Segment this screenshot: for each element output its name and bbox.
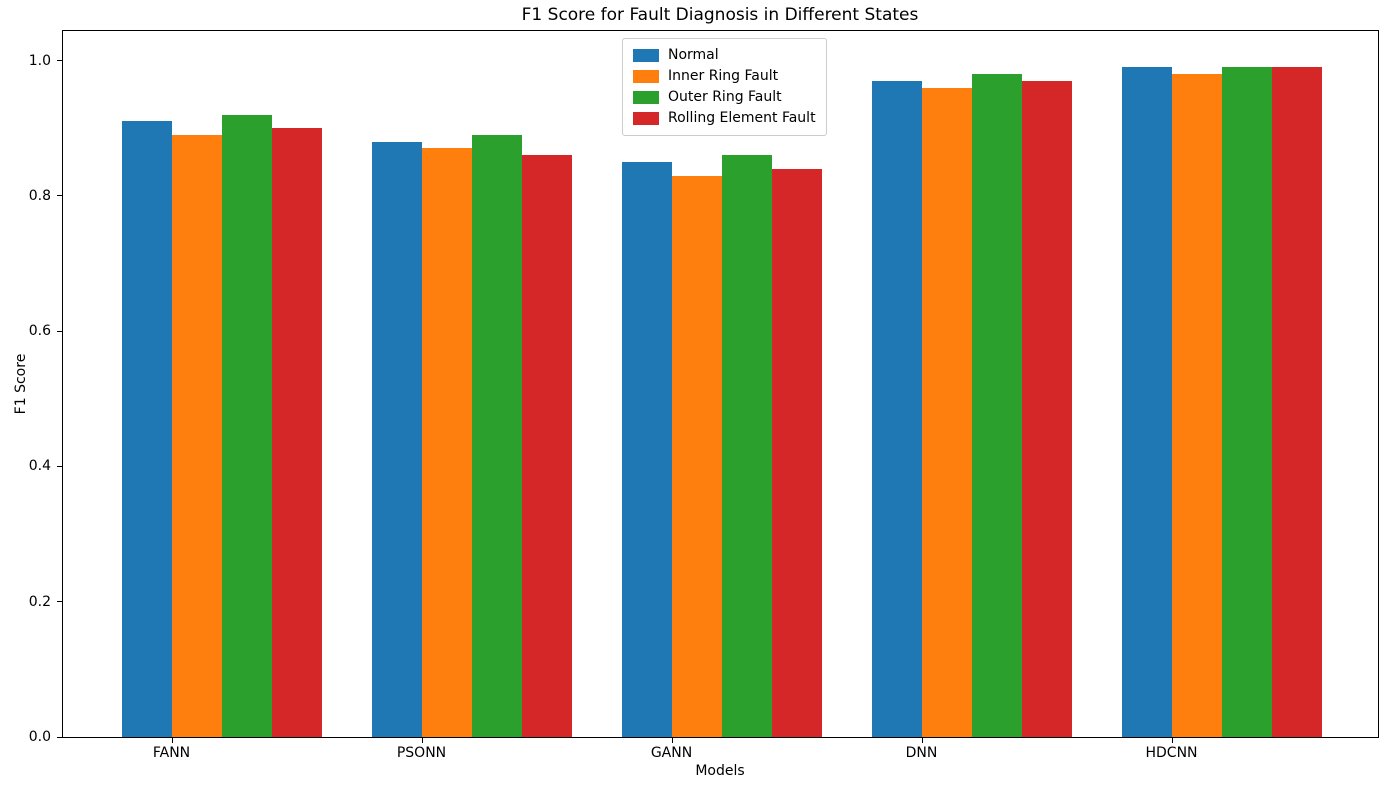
y-tick-label: 0.8 (28, 187, 51, 204)
y-tick-mark (57, 601, 62, 603)
bar-psonn-inner-ring-fault (421, 148, 472, 737)
legend-label: Rolling Element Fault (668, 110, 816, 126)
bar-dnn-normal (871, 80, 922, 737)
y-tick-mark (57, 330, 62, 332)
x-tick-label-gann: GANN (650, 745, 693, 761)
legend: Normal Inner Ring Fault Outer Ring Fault Ro… (622, 38, 827, 136)
bar-gann-inner-ring-fault (671, 175, 722, 737)
legend-item-outer-ring-fault: Outer Ring Fault (633, 87, 816, 108)
y-tick-label: 1.0 (28, 52, 51, 69)
bar-fann-inner-ring-fault (171, 134, 222, 737)
bar-fann-normal (121, 121, 172, 737)
x-tick-label-psonn: PSONN (396, 745, 447, 761)
legend-label: Normal (668, 47, 719, 63)
y-tick-mark (57, 465, 62, 467)
bar-gann-normal (621, 161, 672, 737)
plot-area: 0.0 0.2 0.4 0.6 0.8 1.0 FANN PSONN GANN DNN HDCNN (29, 30, 1379, 761)
legend-item-inner-ring-fault: Inner Ring Fault (633, 66, 816, 87)
y-axis-label: F1 Score (13, 353, 29, 415)
bar-dnn-inner-ring-fault (921, 87, 972, 737)
bar-gann-outer-ring-fault (721, 155, 772, 737)
y-tick-mark (57, 60, 62, 61)
x-tick-mark (921, 738, 923, 743)
x-axis-label: Models (695, 763, 745, 779)
bar-fann-rolling-element-fault (271, 128, 322, 737)
x-tick-mark (421, 738, 423, 743)
legend-swatch (633, 49, 659, 62)
bar-hdcnn-rolling-element-fault (1271, 67, 1322, 737)
x-tick-label-dnn: DNN (905, 745, 938, 761)
y-tick-label: 0.2 (28, 593, 51, 610)
bar-psonn-normal (371, 141, 422, 737)
legend-label: Outer Ring Fault (668, 89, 782, 105)
x-tick-label-fann: FANN (152, 745, 191, 761)
legend-item-normal: Normal (633, 45, 816, 66)
legend-swatch (633, 70, 659, 83)
bar-dnn-outer-ring-fault (971, 74, 1022, 737)
bar-psonn-rolling-element-fault (521, 155, 572, 737)
y-tick-label: 0.6 (28, 323, 51, 340)
bar-fann-outer-ring-fault (221, 114, 272, 737)
bar-hdcnn-inner-ring-fault (1171, 74, 1222, 737)
bar-hdcnn-normal (1121, 67, 1172, 737)
legend-swatch (633, 91, 659, 104)
y-tick-mark (57, 736, 62, 738)
legend-label: Inner Ring Fault (668, 68, 779, 84)
x-tick-mark (671, 738, 673, 743)
y-tick-mark (57, 195, 62, 197)
bar-dnn-rolling-element-fault (1021, 80, 1072, 737)
bar-psonn-outer-ring-fault (471, 134, 522, 737)
y-tick-label: 0.0 (28, 729, 51, 745)
y-tick-label: 0.4 (28, 458, 51, 475)
legend-swatch (633, 112, 659, 125)
legend-item-rolling-element-fault: Rolling Element Fault (633, 108, 816, 129)
x-tick-mark (1171, 738, 1173, 743)
bar-gann-rolling-element-fault (771, 168, 822, 737)
x-tick-label-hdcnn: HDCNN (1145, 745, 1198, 761)
x-tick-mark (171, 738, 173, 743)
chart-title: F1 Score for Fault Diagnosis in Differen… (521, 5, 919, 25)
bar-hdcnn-outer-ring-fault (1221, 67, 1272, 737)
